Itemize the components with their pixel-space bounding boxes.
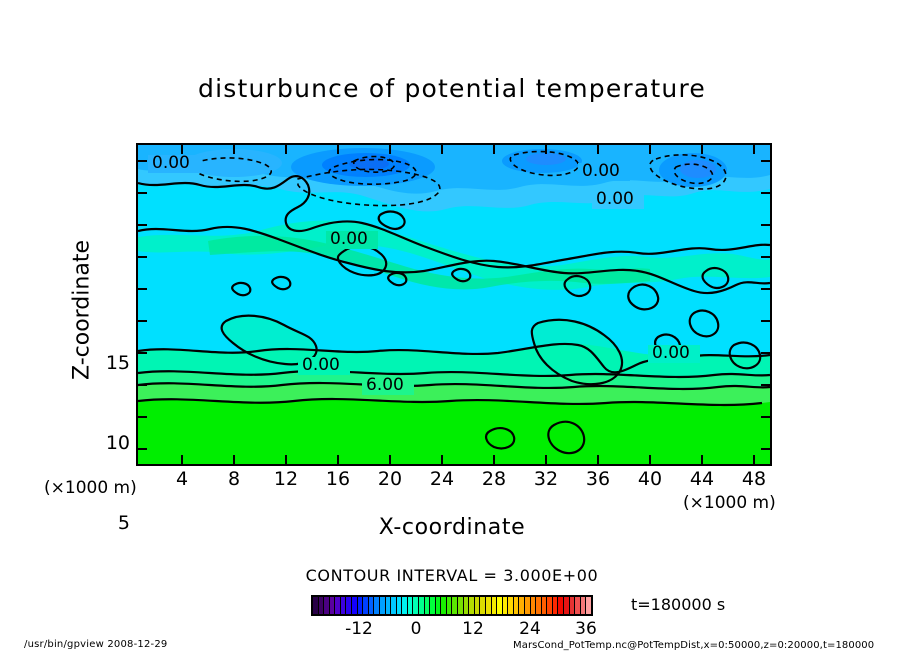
- colorbar-swatch-27: [463, 597, 470, 614]
- colorbar-swatch-19: [418, 597, 425, 614]
- colorbar-swatch-14: [391, 597, 397, 614]
- colorbar-swatch-41: [541, 597, 548, 614]
- x-tick-12: 12: [273, 468, 299, 490]
- y-tick-10: 10: [105, 432, 130, 454]
- x-axis-tick-labels: 4 8 12 16 20 24 28 32 36 40 44 48: [136, 470, 772, 494]
- colorbar-swatch-8: [357, 597, 364, 614]
- colorbar-swatch-17: [407, 597, 414, 614]
- colorbar-swatch-25: [452, 597, 459, 614]
- colorbar-swatch-22: [435, 597, 442, 614]
- colorbar-tick-labels: -12 0 12 24 36: [311, 619, 597, 642]
- colorbar-swatch-38: [524, 597, 531, 614]
- contour-label-6: 6.00: [366, 375, 404, 395]
- colorbar-tick-0: 0: [410, 619, 422, 639]
- colorbar-swatch-46: [569, 597, 576, 614]
- colorbar-swatch-40: [536, 597, 542, 614]
- colorbar-swatch-15: [396, 597, 403, 614]
- axis-ticks: [138, 145, 770, 464]
- colorbar-swatch-16: [402, 597, 408, 614]
- x-tick-8: 8: [227, 468, 241, 490]
- colorbar-swatch-36: [513, 597, 520, 614]
- colorbar-swatch-37: [519, 597, 525, 614]
- x-tick-40: 40: [637, 468, 663, 490]
- page-title: disturbunce of potential temperature: [198, 74, 706, 103]
- colorbar-swatch-4: [335, 597, 341, 614]
- footer-command-info: /usr/bin/gpview 2008-12-29: [24, 639, 168, 650]
- colorbar-swatch-45: [564, 597, 570, 614]
- colorbar-swatch-47: [575, 597, 581, 614]
- contour-label-0: 0.00: [152, 153, 190, 173]
- x-tick-24: 24: [429, 468, 455, 490]
- colorbar-swatch-6: [346, 597, 353, 614]
- y-tick-5: 5: [117, 512, 130, 534]
- x-tick-36: 36: [585, 468, 611, 490]
- colorbar-swatch-33: [497, 597, 503, 614]
- x-tick-32: 32: [533, 468, 559, 490]
- contour-label-4: 0.00: [302, 355, 340, 375]
- contour-plot-area[interactable]: 0.00 0.00 0.00 0.00 0.00 0.00 6.00: [136, 143, 772, 466]
- colorbar-swatch-26: [458, 597, 464, 614]
- x-tick-44: 44: [689, 468, 715, 490]
- time-label: t=180000 s: [631, 595, 726, 614]
- colorbar-swatch-31: [485, 597, 492, 614]
- colorbar-swatch-0: [313, 597, 319, 614]
- y-axis-tick-labels: 15 10 5: [86, 143, 130, 533]
- colorbar[interactable]: [311, 595, 593, 616]
- colorbar-swatch-32: [491, 597, 498, 614]
- colorbar-swatch-12: [379, 597, 386, 614]
- contour-label-1: 0.00: [582, 161, 620, 181]
- colorbar-tick-36: 36: [575, 619, 597, 639]
- x-axis-label: X-coordinate: [378, 515, 526, 540]
- contour-interval-caption: CONTOUR INTERVAL = 3.000E+00: [305, 566, 599, 585]
- colorbar-swatch-42: [547, 597, 553, 614]
- x-tick-20: 20: [377, 468, 403, 490]
- colorbar-tick-minus12: -12: [345, 619, 373, 639]
- colorbar-tick-12: 12: [462, 619, 484, 639]
- x-tick-4: 4: [175, 468, 189, 490]
- colorbar-swatch-29: [474, 597, 481, 614]
- colorbar-swatch-24: [446, 597, 453, 614]
- colorbar-swatch-21: [430, 597, 436, 614]
- colorbar-swatch-39: [530, 597, 537, 614]
- y-axis-unit-label: (×1000 m): [44, 478, 137, 498]
- colorbar-swatch-9: [363, 597, 369, 614]
- colorbar-swatch-28: [469, 597, 475, 614]
- colorbar-swatch-10: [368, 597, 375, 614]
- contour-label-5: 0.00: [652, 343, 690, 363]
- x-tick-16: 16: [325, 468, 351, 490]
- colorbar-swatch-44: [558, 597, 565, 614]
- colorbar-swatch-2: [324, 597, 330, 614]
- x-tick-48: 48: [741, 468, 767, 490]
- colorbar-swatch-48: [580, 597, 587, 614]
- colorbar-swatch-18: [413, 597, 419, 614]
- contour-label-3: 0.00: [330, 229, 368, 249]
- colorbar-swatch-49: [586, 597, 591, 614]
- colorbar-swatch-3: [329, 597, 336, 614]
- footer-dataset-info: MarsCond_PotTemp.nc@PotTempDist,x=0:5000…: [513, 640, 875, 651]
- colorbar-swatch-23: [441, 597, 447, 614]
- colorbar-swatch-43: [552, 597, 559, 614]
- colorbar-swatch-30: [480, 597, 486, 614]
- x-tick-28: 28: [481, 468, 507, 490]
- y-tick-15: 15: [105, 352, 130, 374]
- colorbar-tick-24: 24: [519, 619, 541, 639]
- colorbar-swatch-34: [502, 597, 509, 614]
- colorbar-swatch-7: [352, 597, 358, 614]
- colorbar-swatch-1: [318, 597, 325, 614]
- colorbar-swatch-20: [424, 597, 431, 614]
- colorbar-swatch-35: [508, 597, 514, 614]
- colorbar-swatch-11: [374, 597, 380, 614]
- x-axis-unit-label: (×1000 m): [683, 493, 776, 513]
- contour-field: [138, 145, 770, 464]
- colorbar-swatch-5: [340, 597, 347, 614]
- colorbar-swatch-13: [385, 597, 392, 614]
- contour-label-2: 0.00: [596, 189, 634, 209]
